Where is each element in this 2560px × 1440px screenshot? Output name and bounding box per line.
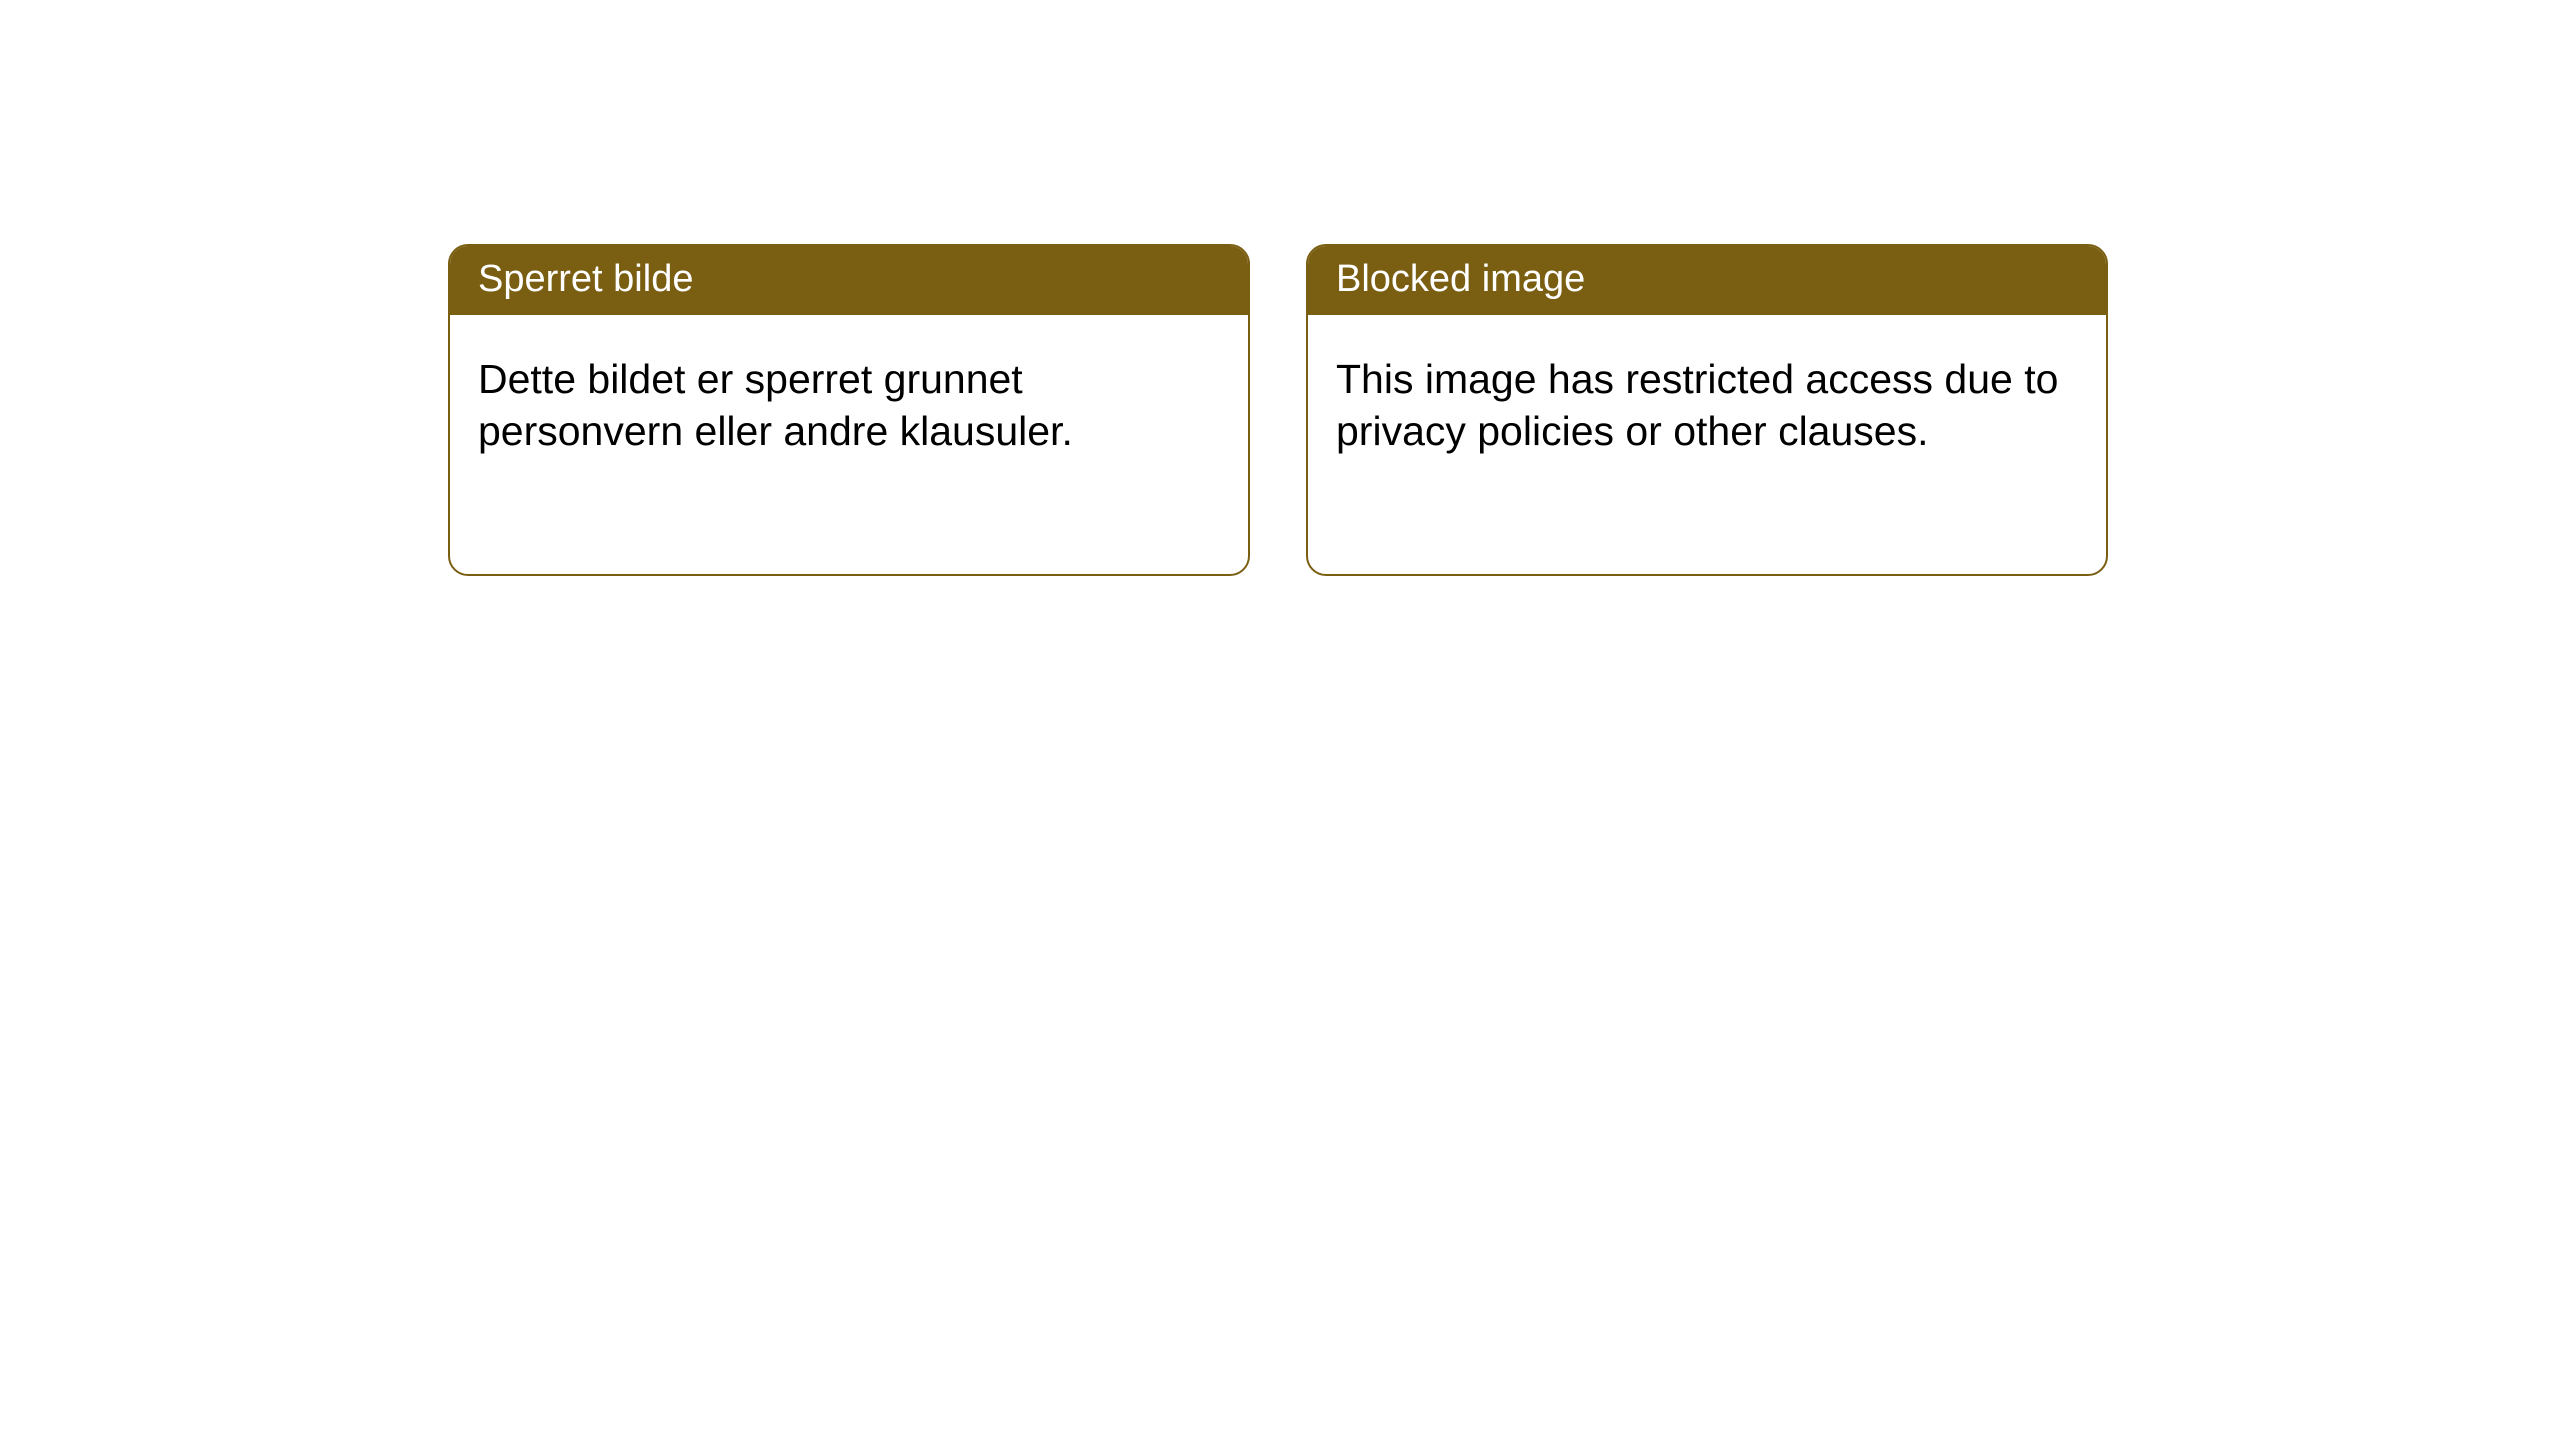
- notice-container: Sperret bilde Dette bildet er sperret gr…: [0, 0, 2560, 576]
- notice-card-en: Blocked image This image has restricted …: [1306, 244, 2108, 576]
- notice-title-en: Blocked image: [1308, 246, 2106, 315]
- notice-card-no: Sperret bilde Dette bildet er sperret gr…: [448, 244, 1250, 576]
- notice-body-no: Dette bildet er sperret grunnet personve…: [450, 315, 1248, 486]
- notice-title-no: Sperret bilde: [450, 246, 1248, 315]
- notice-body-en: This image has restricted access due to …: [1308, 315, 2106, 486]
